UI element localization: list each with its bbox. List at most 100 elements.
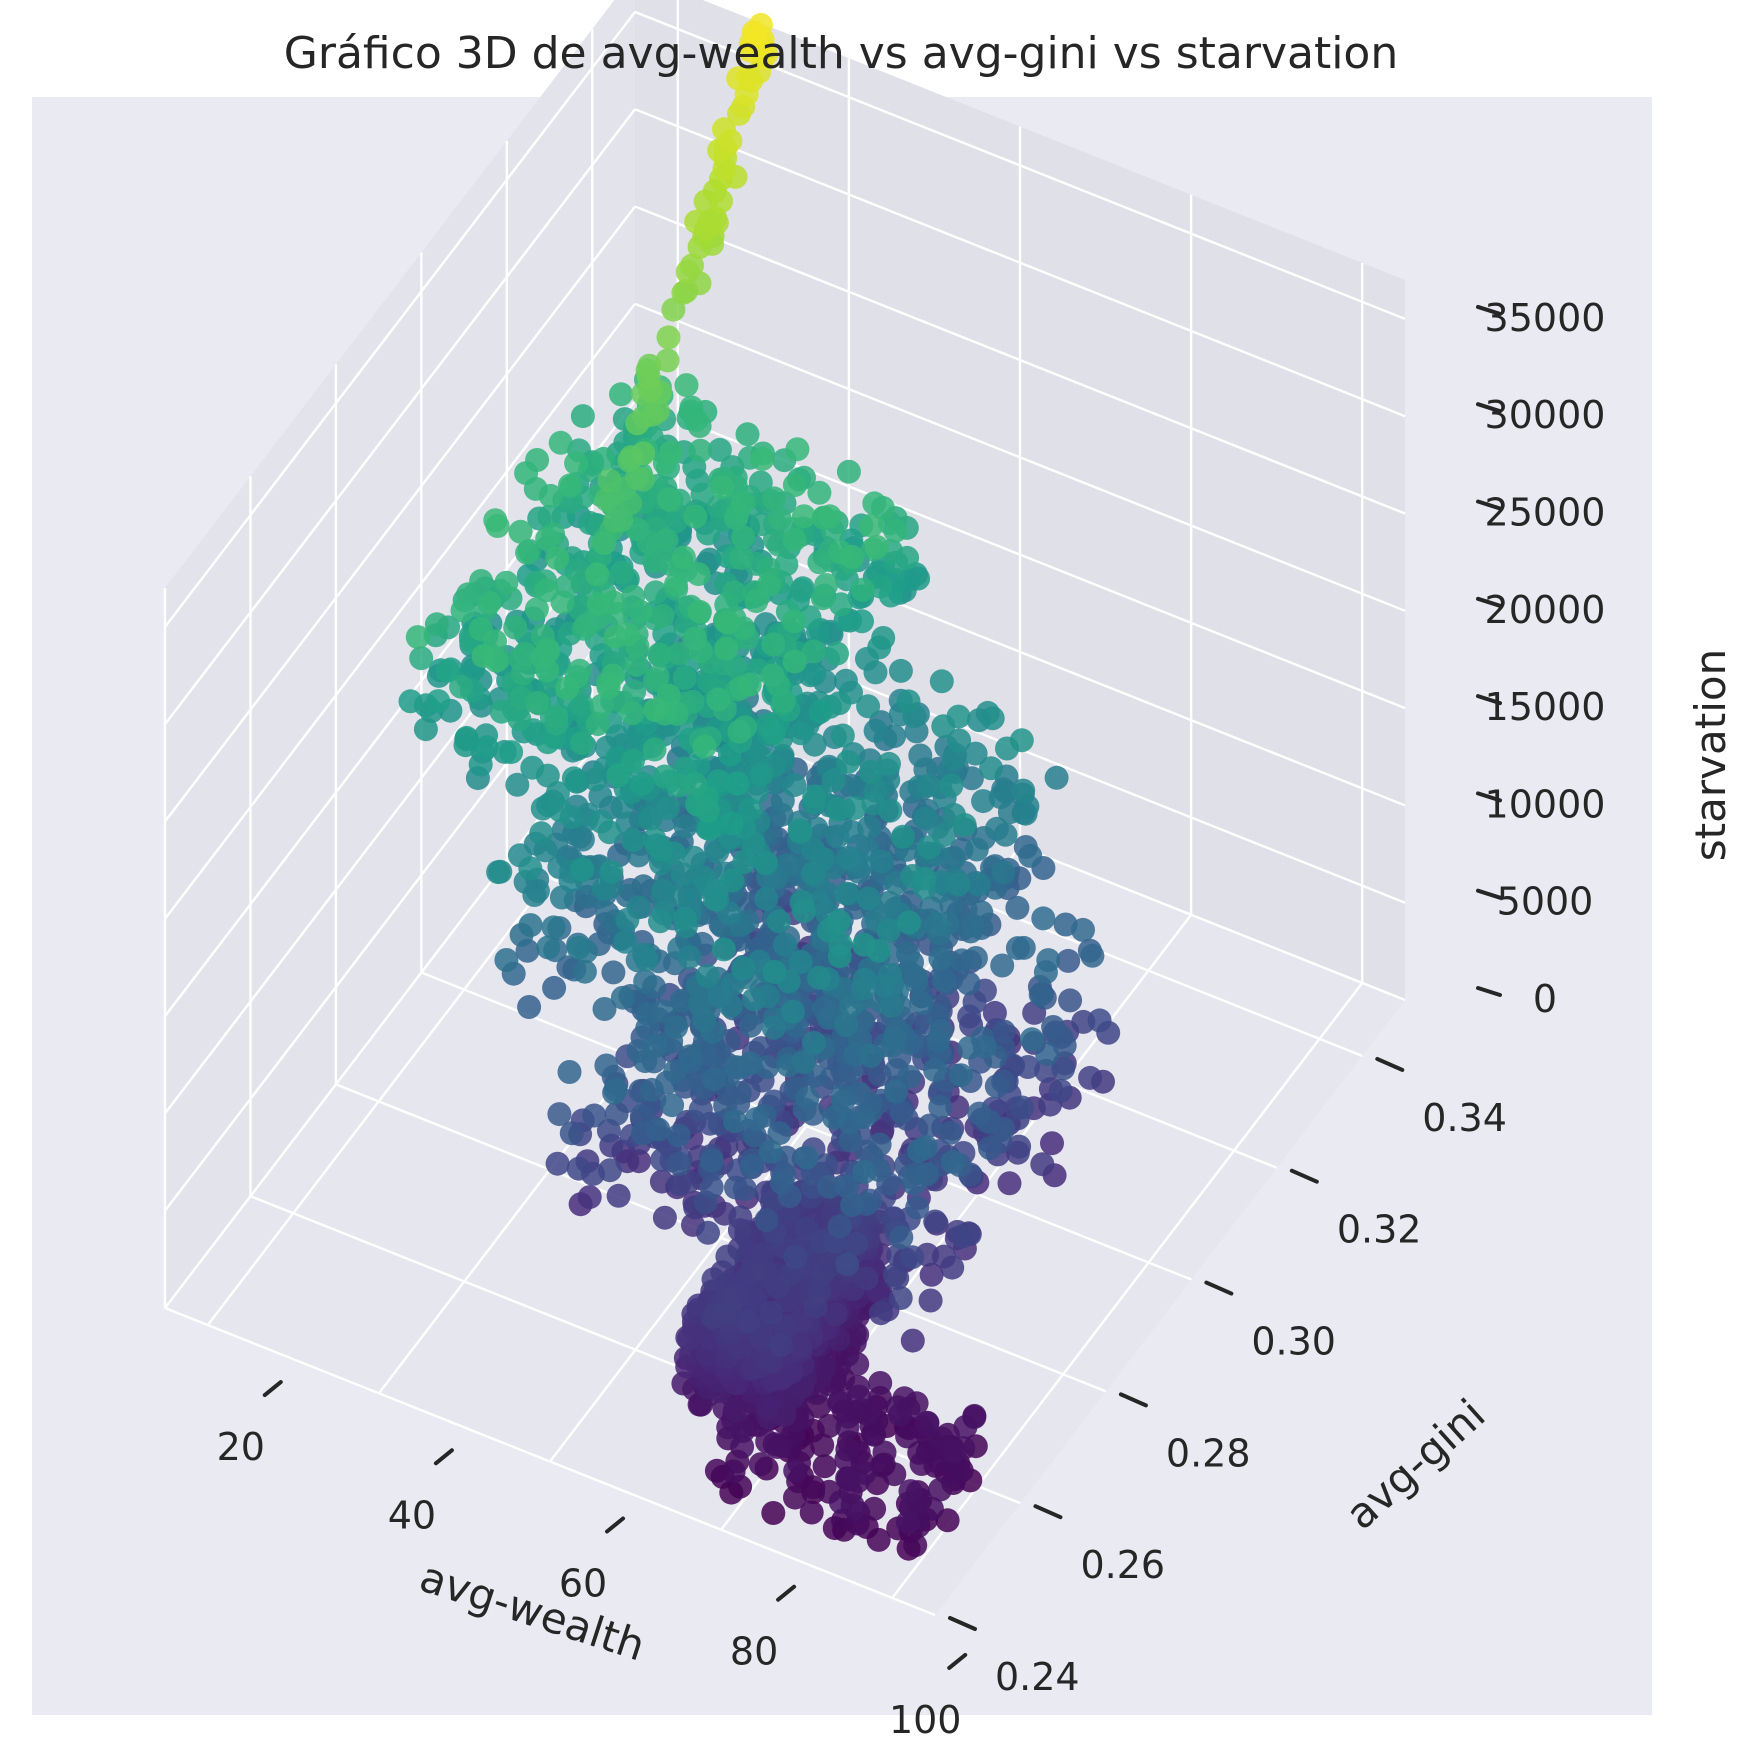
scatter-point — [712, 156, 737, 181]
scatter-point — [413, 717, 438, 742]
scatter-point — [834, 1013, 858, 1037]
scatter-point — [424, 612, 449, 637]
scatter-point — [634, 947, 659, 972]
scatter-point — [909, 1452, 934, 1476]
y-tick-mark — [1204, 1280, 1234, 1296]
scatter-point — [939, 773, 964, 798]
scatter-point — [649, 837, 674, 862]
scatter-point — [701, 1267, 726, 1292]
scatter-point — [714, 636, 739, 661]
z-tick-label: 20000 — [1485, 588, 1606, 632]
scatter-point — [518, 856, 543, 881]
scatter-point — [926, 1028, 951, 1053]
scatter-point — [582, 1103, 607, 1128]
scatter-point — [663, 509, 688, 534]
scatter-point — [655, 796, 680, 821]
scatter-point — [1010, 1095, 1034, 1120]
scatter-point — [1018, 843, 1043, 868]
scatter-point — [883, 518, 908, 543]
scatter-point — [947, 728, 972, 753]
scatter-point — [628, 599, 653, 624]
scatter-point — [508, 519, 533, 544]
scatter-point — [731, 1419, 755, 1444]
scatter-point — [566, 935, 591, 960]
scatter-point — [888, 1286, 913, 1310]
scatter-point — [671, 545, 696, 570]
scatter-point — [570, 857, 595, 881]
scatter-point — [651, 999, 675, 1024]
scatter-point — [817, 1174, 842, 1199]
z-tick-label: 30000 — [1485, 393, 1606, 437]
scatter-point — [642, 737, 667, 762]
scatter-point — [898, 1479, 923, 1504]
x-tick-label: 60 — [559, 1562, 607, 1606]
scatter-point — [967, 872, 991, 897]
scatter-point — [946, 872, 971, 897]
scatter-point — [781, 999, 805, 1024]
scatter-point — [869, 849, 894, 874]
scatter-point — [812, 1454, 837, 1479]
scatter-point — [903, 965, 928, 989]
scatter-point — [755, 1395, 780, 1420]
scatter-point — [782, 527, 807, 552]
scatter-point — [630, 771, 654, 796]
scatter-point — [1035, 1042, 1060, 1067]
scatter-point — [474, 735, 499, 760]
scatter-point — [945, 1459, 970, 1484]
scatter-point — [909, 991, 934, 1016]
scatter-point — [787, 1334, 812, 1359]
scatter-point — [882, 1462, 907, 1487]
scatter-point — [409, 646, 434, 671]
scatter-point — [657, 487, 682, 512]
scatter-point — [754, 851, 778, 875]
scatter-point — [678, 1044, 702, 1069]
scatter-point — [688, 438, 713, 463]
scatter-point — [485, 514, 510, 538]
scatter-point — [672, 666, 697, 690]
scatter-point — [731, 956, 756, 981]
scatter-point — [736, 1309, 761, 1334]
scatter-point — [798, 663, 823, 688]
scatter-point — [854, 1266, 879, 1291]
scatter-point — [603, 508, 628, 533]
scatter-point — [564, 451, 589, 476]
scatter-point — [888, 1402, 913, 1427]
z-tick-mark — [1476, 499, 1502, 511]
scatter-point — [755, 713, 780, 738]
z-tick-mark — [1476, 986, 1502, 997]
scatter-point — [715, 1244, 740, 1269]
scatter-point — [956, 971, 981, 996]
scatter-point — [594, 487, 619, 512]
scatter-point — [877, 751, 901, 776]
scatter-point — [426, 689, 451, 714]
scatter-point — [518, 913, 543, 938]
scatter-point — [756, 572, 781, 597]
scatter-point — [758, 1139, 783, 1164]
scatter-point — [788, 819, 813, 844]
z-tick-mark — [1476, 304, 1502, 316]
scatter-point — [852, 967, 877, 992]
scatter-point — [655, 348, 680, 373]
scatter-point — [732, 849, 757, 874]
scatter-point — [589, 693, 614, 718]
scatter-point — [1058, 988, 1083, 1013]
scatter-point — [827, 1390, 852, 1415]
scatter-point — [738, 1051, 763, 1076]
scatter-point — [835, 1252, 860, 1277]
scatter-point — [577, 1185, 602, 1210]
scatter-point — [856, 694, 881, 719]
scatter-point — [499, 740, 524, 765]
scatter-point — [1019, 1027, 1044, 1052]
scatter-point — [876, 918, 901, 943]
scatter-point — [599, 859, 624, 884]
scatter-point — [696, 1220, 720, 1245]
scatter-point — [609, 560, 634, 585]
scatter-point — [720, 868, 745, 893]
left-wall-pane — [165, 0, 635, 1308]
scatter-point — [1051, 1056, 1076, 1081]
y-tick-mark — [1289, 1168, 1319, 1184]
scatter-point — [648, 909, 672, 934]
scatter-point — [1041, 1015, 1066, 1039]
scatter-point — [646, 1117, 671, 1142]
scatter-point — [1048, 1078, 1073, 1103]
